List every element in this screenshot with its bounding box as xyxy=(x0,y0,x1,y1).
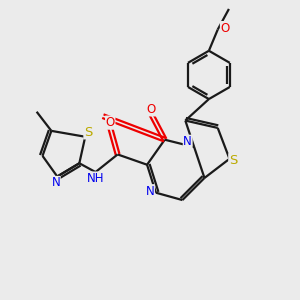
Text: O: O xyxy=(106,116,115,129)
Text: N: N xyxy=(183,135,192,148)
Text: O: O xyxy=(147,103,156,116)
Text: O: O xyxy=(220,22,230,34)
Text: N: N xyxy=(51,176,60,190)
Text: S: S xyxy=(229,154,237,167)
Text: S: S xyxy=(84,126,92,139)
Text: NH: NH xyxy=(87,172,105,185)
Text: N: N xyxy=(146,185,154,198)
